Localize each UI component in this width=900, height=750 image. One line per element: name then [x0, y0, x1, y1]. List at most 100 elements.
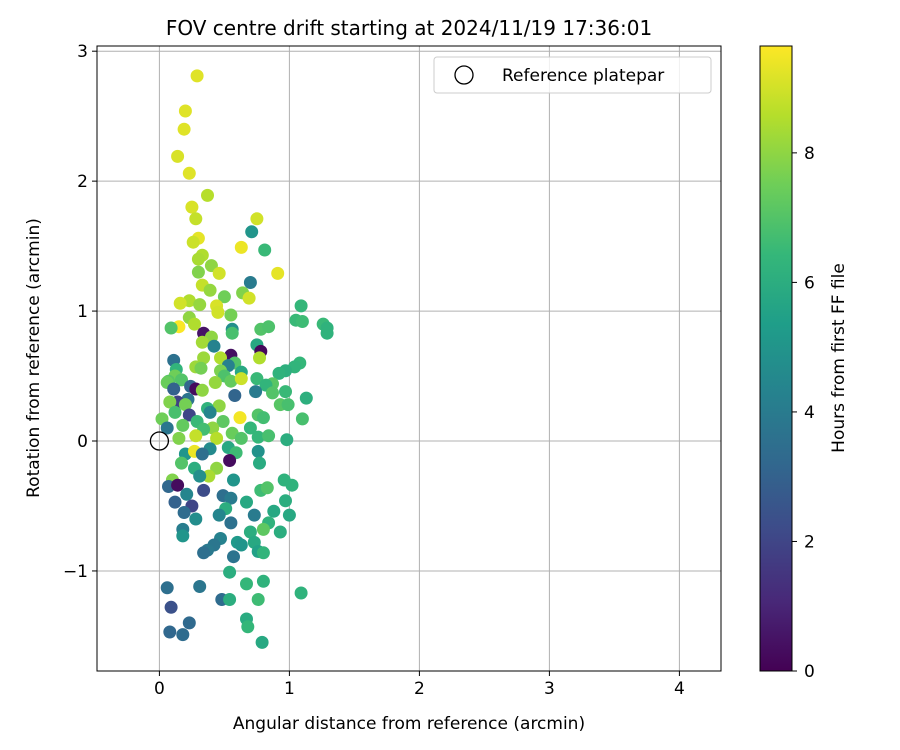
data-point [285, 478, 299, 492]
data-point [256, 411, 270, 425]
data-point [211, 305, 225, 319]
data-point [193, 298, 207, 312]
data-point [191, 252, 205, 266]
data-point [195, 447, 209, 461]
colorbar-ticks: 0 2 4 6 8 [792, 144, 815, 682]
data-point [176, 628, 190, 642]
data-point [227, 473, 240, 487]
data-point [224, 516, 238, 530]
data-point [281, 398, 295, 412]
data-point [224, 374, 238, 388]
x-tick-label: 3 [544, 679, 555, 699]
data-point [160, 581, 174, 595]
data-point [279, 385, 292, 399]
data-point [251, 593, 265, 606]
data-point [256, 546, 270, 560]
data-point [251, 430, 265, 444]
data-point [185, 200, 199, 214]
colorbar-gradient [760, 46, 792, 671]
data-point [249, 385, 263, 399]
data-point [295, 315, 309, 328]
data-point [164, 600, 178, 614]
data-point [182, 616, 196, 630]
data-point [241, 620, 255, 634]
x-axis-ticks: 0 1 2 3 4 [154, 671, 685, 699]
data-point [167, 382, 181, 396]
y-axis-ticks: −1 0 1 2 3 [63, 42, 97, 582]
data-point [240, 577, 253, 591]
data-point [193, 580, 207, 593]
data-point [176, 529, 190, 543]
reference-platepar-marker [149, 431, 170, 451]
x-tick-label: 2 [414, 679, 425, 699]
colorbar-tick-label: 4 [804, 403, 815, 423]
y-tick-label: 3 [77, 42, 88, 62]
data-point [250, 372, 264, 386]
data-point [255, 635, 269, 649]
colorbar-label: Hours from first FF file [829, 263, 849, 453]
data-point [234, 240, 248, 254]
data-point [177, 122, 191, 136]
data-point [163, 625, 177, 639]
data-point [251, 444, 265, 458]
data-point [282, 508, 296, 522]
grid [97, 46, 721, 671]
data-point [168, 405, 182, 419]
data-point [178, 398, 192, 412]
data-point [163, 395, 177, 409]
data-point [194, 361, 208, 375]
data-point [295, 412, 309, 426]
data-point [223, 565, 237, 579]
data-point [245, 225, 259, 239]
x-tick-label: 1 [284, 679, 295, 699]
colorbar-tick-label: 0 [804, 662, 815, 682]
data-point [253, 351, 266, 365]
data-point [223, 454, 237, 467]
y-axis-label: Rotation from reference (arcmin) [24, 218, 44, 498]
data-point [173, 296, 187, 310]
data-point [178, 104, 192, 118]
data-point [182, 166, 196, 180]
data-point [256, 574, 270, 588]
data-point [212, 508, 226, 522]
colorbar-tick-label: 2 [804, 532, 815, 552]
colorbar: 0 2 4 6 8 Hours from first FF file [759, 45, 849, 682]
data-point [171, 478, 185, 492]
data-point [273, 525, 287, 539]
data-point [247, 508, 261, 522]
data-point [258, 243, 272, 257]
data-point [171, 149, 185, 163]
data-point [217, 290, 231, 304]
scatter-points [155, 69, 334, 649]
data-point [216, 415, 230, 428]
data-point [279, 494, 292, 508]
data-point [191, 265, 205, 279]
data-point [203, 283, 217, 297]
plot-frame [96, 45, 722, 672]
data-point [243, 525, 257, 539]
data-point [243, 421, 257, 435]
data-point [193, 469, 207, 483]
data-point [197, 351, 211, 365]
legend-entry-reference-platepar: Reference platepar [502, 66, 664, 86]
data-point [203, 405, 217, 419]
data-point [177, 506, 191, 519]
data-point [242, 291, 256, 305]
data-point [189, 429, 203, 443]
data-point [172, 431, 186, 445]
reference-point [149, 431, 170, 451]
data-point [212, 266, 226, 280]
data-point [175, 456, 188, 470]
plot-area [97, 46, 721, 671]
data-point [262, 320, 276, 334]
data-point [234, 538, 248, 552]
data-point [202, 469, 216, 483]
data-point [186, 235, 200, 249]
colorbar-tick-label: 6 [804, 273, 815, 293]
data-point [189, 212, 203, 226]
data-point [256, 522, 270, 536]
data-point [228, 389, 242, 402]
data-point [267, 504, 281, 518]
legend: Reference platepar [433, 56, 712, 94]
